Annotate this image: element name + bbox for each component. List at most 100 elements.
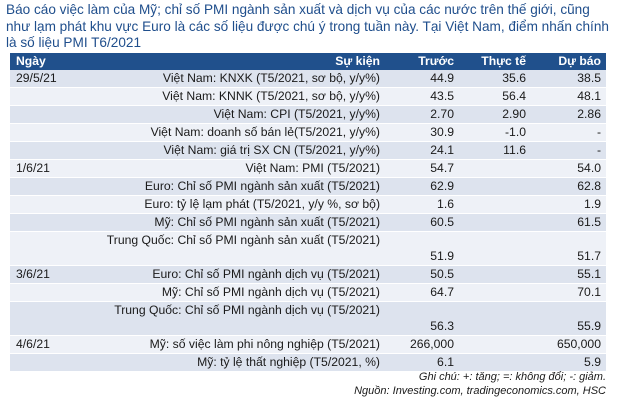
cell-forecast: 2.86 xyxy=(577,107,601,121)
table-row: Trung Quốc: Chỉ số PMI ngành sản xuất (T… xyxy=(10,232,606,266)
cell-forecast: - xyxy=(596,143,601,157)
intro-paragraph: Báo cáo việc làm của Mỹ; chỉ số PMI ngàn… xyxy=(6,2,609,50)
cell-forecast: 70.1 xyxy=(577,285,601,299)
table-row: Euro: Chỉ số PMI ngành sản xuất (T5/2021… xyxy=(10,178,606,196)
table-row: Mỹ: Chỉ số PMI ngành dịch vụ (T5/2021) 64… xyxy=(10,284,606,302)
cell-event: Trung Quốc: Chỉ số PMI ngành sản xuất (T… xyxy=(106,233,380,247)
cell-forecast: 54.0 xyxy=(577,161,601,175)
cell-previous: 1.6 xyxy=(437,197,454,211)
cell-date: 4/6/21 xyxy=(16,337,50,351)
cell-event: Việt Nam: KNNK (T5/2021, sơ bộ, y/y%) xyxy=(162,89,380,103)
cell-forecast: 650,000 xyxy=(556,337,601,351)
cell-actual: 11.6 xyxy=(503,143,526,157)
cell-event: Việt Nam: CPI (T5/2021, y/y%) xyxy=(213,107,380,121)
table-body: 29/5/21 Việt Nam: KNXK (T5/2021, sơ bộ, y… xyxy=(10,70,606,372)
cell-forecast: 48.1 xyxy=(577,89,601,103)
cell-event: Euro: tỷ lệ lạm phát (T5/2021, y/y %, sơ… xyxy=(144,197,380,211)
cell-actual: 2.90 xyxy=(502,107,526,121)
cell-actual xyxy=(458,266,530,283)
table-row: 4/6/21 Mỹ: số việc làm phi nông nghiệp (T… xyxy=(10,336,606,354)
table-row: 29/5/21 Việt Nam: KNXK (T5/2021, sơ bộ, y… xyxy=(10,70,606,88)
cell-forecast: 5.9 xyxy=(584,355,601,369)
cell-forecast: 1.9 xyxy=(584,197,601,211)
cell-actual: -1.0 xyxy=(504,125,526,139)
cell-actual: 56.4 xyxy=(502,89,526,103)
cell-previous: 266,000 xyxy=(409,337,454,351)
cell-actual xyxy=(458,336,530,353)
cell-actual xyxy=(458,354,530,371)
cell-date xyxy=(10,124,66,141)
cell-actual xyxy=(458,178,530,195)
cell-date xyxy=(10,88,66,105)
cell-previous: 24.1 xyxy=(430,143,454,157)
cell-previous: 50.5 xyxy=(430,267,454,281)
cell-date: 3/6/21 xyxy=(16,267,50,281)
economic-calendar-table: Ngày Sự kiện Trước Thực tế Dự báo 29/5/2… xyxy=(10,53,606,372)
cell-actual xyxy=(458,160,530,177)
cell-event: Euro: Chỉ số PMI ngành dịch vụ (T5/2021) xyxy=(152,267,380,281)
cell-previous: 43.5 xyxy=(430,89,454,103)
cell-actual xyxy=(458,284,530,301)
header-event: Sự kiện xyxy=(335,54,380,68)
cell-previous: 6.1 xyxy=(437,355,454,369)
table-row: Euro: tỷ lệ lạm phát (T5/2021, y/y %, sơ… xyxy=(10,196,606,214)
cell-event: Mỹ: số việc làm phi nông nghiệp (T5/2021… xyxy=(149,337,380,351)
cell-date xyxy=(10,284,66,301)
cell-date xyxy=(10,302,66,335)
cell-date xyxy=(10,142,66,159)
cell-actual xyxy=(458,302,530,335)
table-row: Mỹ: Chỉ số PMI ngành sản xuất (T5/2021) 6… xyxy=(10,214,606,232)
cell-forecast: 61.5 xyxy=(577,215,601,229)
cell-event: Mỹ: Chỉ số PMI ngành dịch vụ (T5/2021) xyxy=(161,285,380,299)
cell-actual xyxy=(458,196,530,213)
header-previous: Trước xyxy=(418,54,454,68)
cell-date xyxy=(10,106,66,123)
table-row: 3/6/21 Euro: Chỉ số PMI ngành dịch vụ (T5… xyxy=(10,266,606,284)
cell-event: Việt Nam: KNXK (T5/2021, sơ bộ, y/y%) xyxy=(162,71,380,85)
table-header: Ngày Sự kiện Trước Thực tế Dự báo xyxy=(10,53,606,70)
cell-previous: 54.7 xyxy=(430,161,454,175)
cell-forecast: - xyxy=(596,125,601,139)
source-note: Nguồn: Investing.com, tradingeconomics.c… xyxy=(354,385,606,397)
cell-previous: 44.9 xyxy=(430,71,454,85)
table-row: Việt Nam: KNNK (T5/2021, sơ bộ, y/y%) 43.… xyxy=(10,88,606,106)
cell-event: Việt Nam: doanh số bán lẻ(T5/2021, y/y%) xyxy=(150,125,380,139)
cell-previous: 62.9 xyxy=(430,179,454,193)
cell-date xyxy=(10,354,66,371)
header-actual: Thực tế xyxy=(481,54,526,68)
cell-previous: 64.7 xyxy=(430,285,454,299)
table-row: Việt Nam: CPI (T5/2021, y/y%) 2.70 2.90 2.8… xyxy=(10,106,606,124)
cell-previous: 51.9 xyxy=(430,249,454,263)
cell-date xyxy=(10,178,66,195)
table-row: Việt Nam: doanh số bán lẻ(T5/2021, y/y%)… xyxy=(10,124,606,142)
footnotes: Ghi chú: +: tăng; =: không đổi; -: giảm.… xyxy=(354,370,606,398)
cell-previous: 30.9 xyxy=(430,125,454,139)
cell-previous: 2.70 xyxy=(430,107,454,121)
cell-event: Mỹ: Chỉ số PMI ngành sản xuất (T5/2021) xyxy=(154,215,380,229)
cell-event: Euro: Chỉ số PMI ngành sản xuất (T5/2021… xyxy=(144,179,380,193)
legend-note: Ghi chú: +: tăng; =: không đổi; -: giảm. xyxy=(418,371,606,383)
cell-event: Việt Nam: giá trị SX CN (T5/2021, y/y%) xyxy=(163,143,380,157)
cell-forecast: 55.9 xyxy=(577,319,601,333)
cell-forecast: 62.8 xyxy=(577,179,601,193)
table-row: Mỹ: tỷ lệ thất nghiệp (T5/2021, %) 6.1 5.9 xyxy=(10,354,606,372)
cell-event: Mỹ: tỷ lệ thất nghiệp (T5/2021, %) xyxy=(197,355,380,369)
cell-forecast: 51.7 xyxy=(577,249,601,263)
cell-actual: 35.6 xyxy=(502,71,526,85)
header-date: Ngày xyxy=(16,54,46,68)
table-row: Việt Nam: giá trị SX CN (T5/2021, y/y%) 2… xyxy=(10,142,606,160)
cell-previous: 56.3 xyxy=(430,319,454,333)
cell-date xyxy=(10,232,66,265)
table-row: 1/6/21 Việt Nam: PMI (T5/2021) 54.7 54.0 xyxy=(10,160,606,178)
header-forecast: Dự báo xyxy=(558,54,601,68)
cell-date xyxy=(10,214,66,231)
cell-previous: 60.5 xyxy=(430,215,454,229)
cell-date: 1/6/21 xyxy=(16,161,50,175)
cell-event: Trung Quốc: Chỉ số PMI ngành dịch vụ (T5… xyxy=(114,303,380,317)
cell-actual xyxy=(458,232,530,265)
cell-forecast: 38.5 xyxy=(577,71,601,85)
cell-date xyxy=(10,196,66,213)
cell-actual xyxy=(458,214,530,231)
table-row: Trung Quốc: Chỉ số PMI ngành dịch vụ (T5… xyxy=(10,302,606,336)
